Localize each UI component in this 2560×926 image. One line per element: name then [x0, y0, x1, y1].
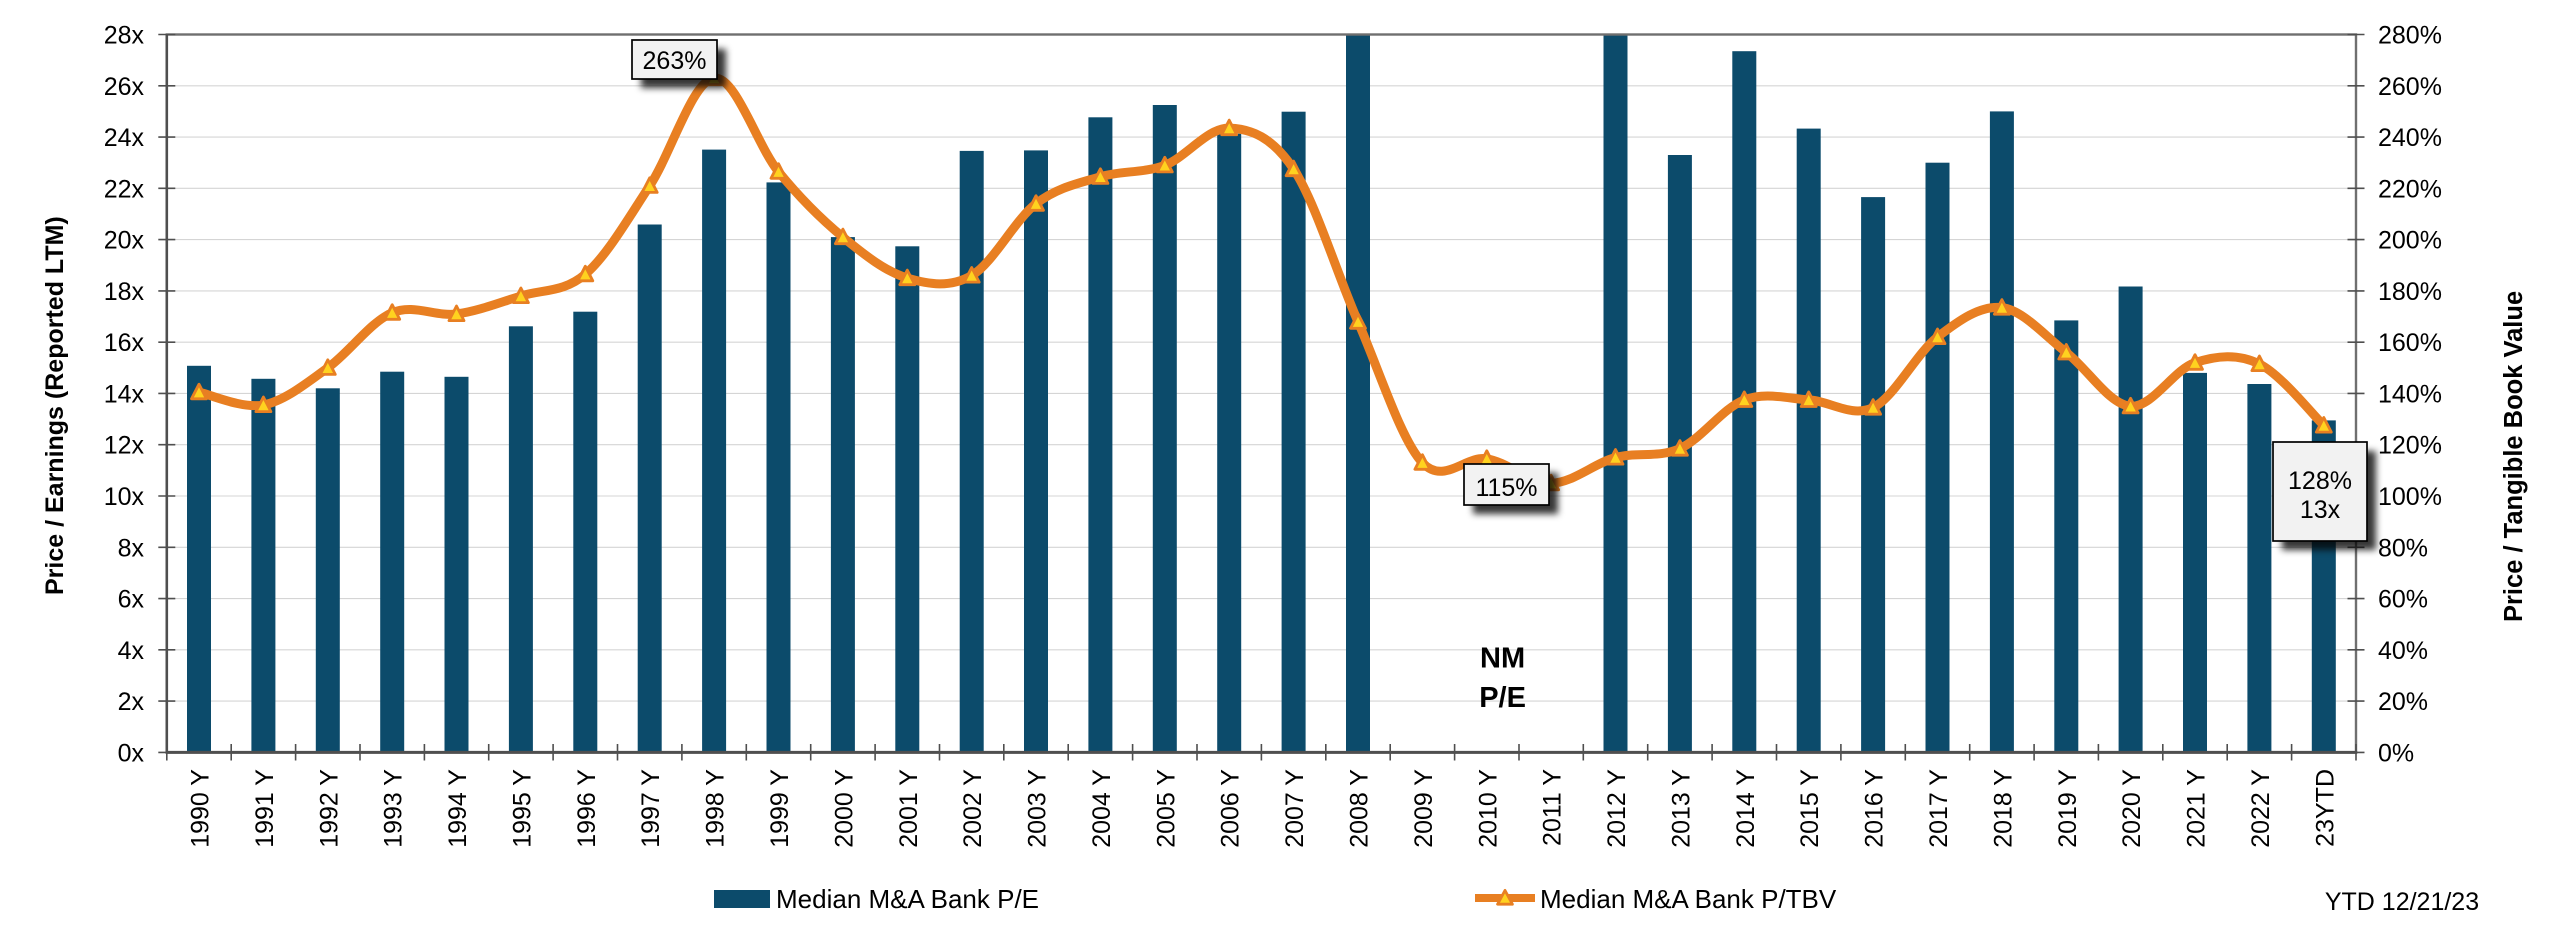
- svg-text:1995 Y: 1995 Y: [508, 769, 536, 848]
- svg-text:2009 Y: 2009 Y: [1410, 769, 1438, 848]
- svg-text:2003 Y: 2003 Y: [1024, 769, 1052, 848]
- svg-text:Price / Tangible Book Value: Price / Tangible Book Value: [2500, 291, 2528, 622]
- svg-text:2x: 2x: [118, 688, 145, 716]
- svg-text:120%: 120%: [2378, 432, 2442, 460]
- svg-text:8x: 8x: [118, 534, 145, 562]
- svg-text:Price / Earnings (Reported LTM: Price / Earnings (Reported LTM): [41, 216, 69, 595]
- svg-text:4x: 4x: [118, 637, 145, 665]
- svg-text:2001 Y: 2001 Y: [895, 769, 923, 848]
- svg-text:2017 Y: 2017 Y: [1925, 769, 1953, 848]
- svg-text:2010 Y: 2010 Y: [1474, 769, 1502, 848]
- svg-text:16x: 16x: [104, 329, 145, 357]
- svg-text:1997 Y: 1997 Y: [637, 769, 665, 848]
- svg-text:1998 Y: 1998 Y: [702, 769, 730, 848]
- svg-text:140%: 140%: [2378, 380, 2442, 408]
- svg-text:2015 Y: 2015 Y: [1796, 769, 1824, 848]
- svg-text:2018 Y: 2018 Y: [1989, 769, 2017, 848]
- svg-text:180%: 180%: [2378, 278, 2442, 306]
- svg-text:20x: 20x: [104, 227, 145, 255]
- svg-text:1999 Y: 1999 Y: [766, 769, 794, 848]
- svg-text:240%: 240%: [2378, 124, 2442, 152]
- svg-text:2020 Y: 2020 Y: [2118, 769, 2146, 848]
- svg-text:2005 Y: 2005 Y: [1152, 769, 1180, 848]
- svg-text:22x: 22x: [104, 175, 145, 203]
- svg-text:1990 Y: 1990 Y: [187, 769, 215, 848]
- svg-text:1991 Y: 1991 Y: [251, 769, 279, 848]
- svg-text:220%: 220%: [2378, 175, 2442, 203]
- svg-text:0x: 0x: [118, 739, 145, 767]
- svg-text:10x: 10x: [104, 483, 145, 511]
- svg-text:2002 Y: 2002 Y: [959, 769, 987, 848]
- svg-text:20%: 20%: [2378, 688, 2428, 716]
- svg-text:2008 Y: 2008 Y: [1346, 769, 1374, 848]
- svg-text:160%: 160%: [2378, 329, 2442, 357]
- svg-text:NM: NM: [1480, 643, 1525, 675]
- svg-text:YTD 12/21/23: YTD 12/21/23: [2325, 888, 2479, 916]
- svg-text:263%: 263%: [643, 47, 707, 75]
- svg-text:80%: 80%: [2378, 534, 2428, 562]
- svg-text:0%: 0%: [2378, 739, 2414, 767]
- svg-text:P/E: P/E: [1479, 682, 1526, 714]
- svg-text:2011 Y: 2011 Y: [1539, 769, 1567, 846]
- svg-text:24x: 24x: [104, 124, 145, 152]
- svg-text:2016 Y: 2016 Y: [1861, 769, 1889, 848]
- svg-text:2007 Y: 2007 Y: [1281, 769, 1309, 848]
- svg-text:2021 Y: 2021 Y: [2183, 769, 2211, 848]
- svg-text:23YTD: 23YTD: [2311, 769, 2339, 847]
- svg-text:280%: 280%: [2378, 22, 2442, 50]
- svg-text:128%: 128%: [2288, 467, 2352, 495]
- svg-text:12x: 12x: [104, 432, 145, 460]
- svg-text:2000 Y: 2000 Y: [830, 769, 858, 848]
- svg-text:2006 Y: 2006 Y: [1217, 769, 1245, 848]
- svg-text:1993 Y: 1993 Y: [380, 769, 408, 848]
- svg-text:1994 Y: 1994 Y: [444, 769, 472, 848]
- svg-text:6x: 6x: [118, 586, 145, 614]
- svg-text:2019 Y: 2019 Y: [2054, 769, 2082, 848]
- svg-text:Median M&A Bank P/TBV: Median M&A Bank P/TBV: [1540, 884, 1837, 914]
- svg-text:60%: 60%: [2378, 586, 2428, 614]
- svg-text:2004 Y: 2004 Y: [1088, 769, 1116, 848]
- svg-text:1992 Y: 1992 Y: [315, 769, 343, 848]
- svg-text:100%: 100%: [2378, 483, 2442, 511]
- svg-text:14x: 14x: [104, 380, 145, 408]
- svg-text:18x: 18x: [104, 278, 145, 306]
- svg-text:2022 Y: 2022 Y: [2247, 769, 2275, 848]
- svg-text:40%: 40%: [2378, 637, 2428, 665]
- svg-text:200%: 200%: [2378, 227, 2442, 255]
- svg-text:1996 Y: 1996 Y: [573, 769, 601, 848]
- svg-text:2012 Y: 2012 Y: [1603, 769, 1631, 848]
- svg-text:115%: 115%: [1475, 474, 1537, 502]
- svg-text:260%: 260%: [2378, 73, 2442, 101]
- svg-text:Median M&A Bank P/E: Median M&A Bank P/E: [776, 884, 1039, 914]
- svg-text:13x: 13x: [2300, 496, 2341, 524]
- svg-text:2014 Y: 2014 Y: [1732, 769, 1760, 848]
- svg-text:26x: 26x: [104, 73, 145, 101]
- svg-text:2013 Y: 2013 Y: [1667, 769, 1695, 848]
- svg-text:28x: 28x: [104, 22, 145, 50]
